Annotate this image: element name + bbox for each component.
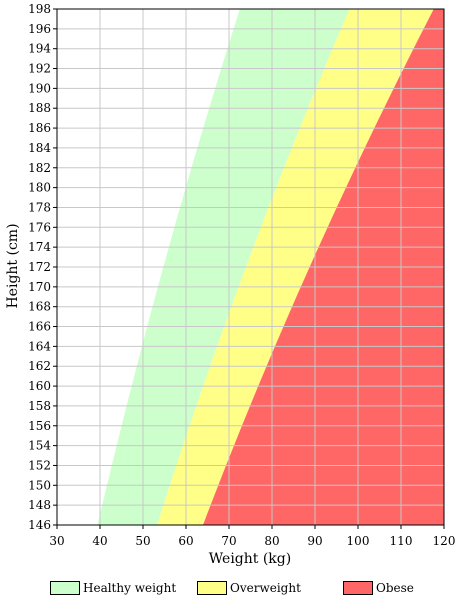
y-tick-label: 156 xyxy=(28,419,51,433)
y-tick-label: 164 xyxy=(28,339,51,353)
legend-swatch-healthy xyxy=(50,581,80,595)
y-tick-label: 166 xyxy=(28,320,51,334)
y-tick-label: 190 xyxy=(28,81,51,95)
y-tick-label: 150 xyxy=(28,478,51,492)
y-tick-label: 148 xyxy=(28,498,51,512)
y-tick-label: 172 xyxy=(28,260,51,274)
y-tick-label: 160 xyxy=(28,379,51,393)
x-axis-label: Weight (kg) xyxy=(209,551,291,567)
y-tick-label: 192 xyxy=(28,62,51,76)
x-tick-label: 40 xyxy=(92,534,107,548)
y-tick-label: 198 xyxy=(28,2,51,16)
y-tick-label: 162 xyxy=(28,359,51,373)
y-tick-label: 168 xyxy=(28,300,51,314)
legend: Healthy weight Overweight Obese xyxy=(0,578,460,598)
y-tick-label: 188 xyxy=(28,101,51,115)
y-tick-label: 184 xyxy=(28,141,51,155)
x-tick-label: 80 xyxy=(264,534,279,548)
y-tick-label: 194 xyxy=(28,42,51,56)
y-tick-label: 146 xyxy=(28,518,51,532)
y-axis-label: Height (cm) xyxy=(5,223,21,308)
y-tick-label: 182 xyxy=(28,161,51,175)
x-tick-label: 60 xyxy=(178,534,193,548)
legend-item-healthy: Healthy weight xyxy=(50,578,176,598)
y-tick-label: 170 xyxy=(28,280,51,294)
y-tick-label: 176 xyxy=(28,220,51,234)
legend-swatch-obese xyxy=(343,581,373,595)
legend-item-obese: Obese xyxy=(343,578,414,598)
x-tick-label: 70 xyxy=(221,534,236,548)
y-tick-label: 196 xyxy=(28,22,51,36)
y-tick-label: 180 xyxy=(28,181,51,195)
legend-item-overweight: Overweight xyxy=(197,578,301,598)
y-tick-label: 154 xyxy=(28,439,51,453)
legend-label-obese: Obese xyxy=(376,581,414,595)
legend-swatch-overweight xyxy=(197,581,227,595)
y-axis-ticks: 146 148 150 152 154 156 158 160 162 164 166 168 170 1… xyxy=(28,2,57,532)
x-tick-label: 30 xyxy=(49,534,64,548)
x-tick-label: 90 xyxy=(307,534,322,548)
x-tick-label: 120 xyxy=(433,534,456,548)
x-tick-label: 50 xyxy=(135,534,150,548)
x-tick-label: 110 xyxy=(390,534,413,548)
legend-label-overweight: Overweight xyxy=(230,581,301,595)
y-tick-label: 178 xyxy=(28,200,51,214)
x-axis-ticks: 30 40 50 60 70 80 90 100 110 120 xyxy=(49,525,455,548)
y-tick-label: 158 xyxy=(28,399,51,413)
y-tick-label: 174 xyxy=(28,240,51,254)
y-tick-label: 152 xyxy=(28,458,51,472)
legend-label-healthy: Healthy weight xyxy=(83,581,177,595)
x-tick-label: 100 xyxy=(347,534,370,548)
y-tick-label: 186 xyxy=(28,121,51,135)
